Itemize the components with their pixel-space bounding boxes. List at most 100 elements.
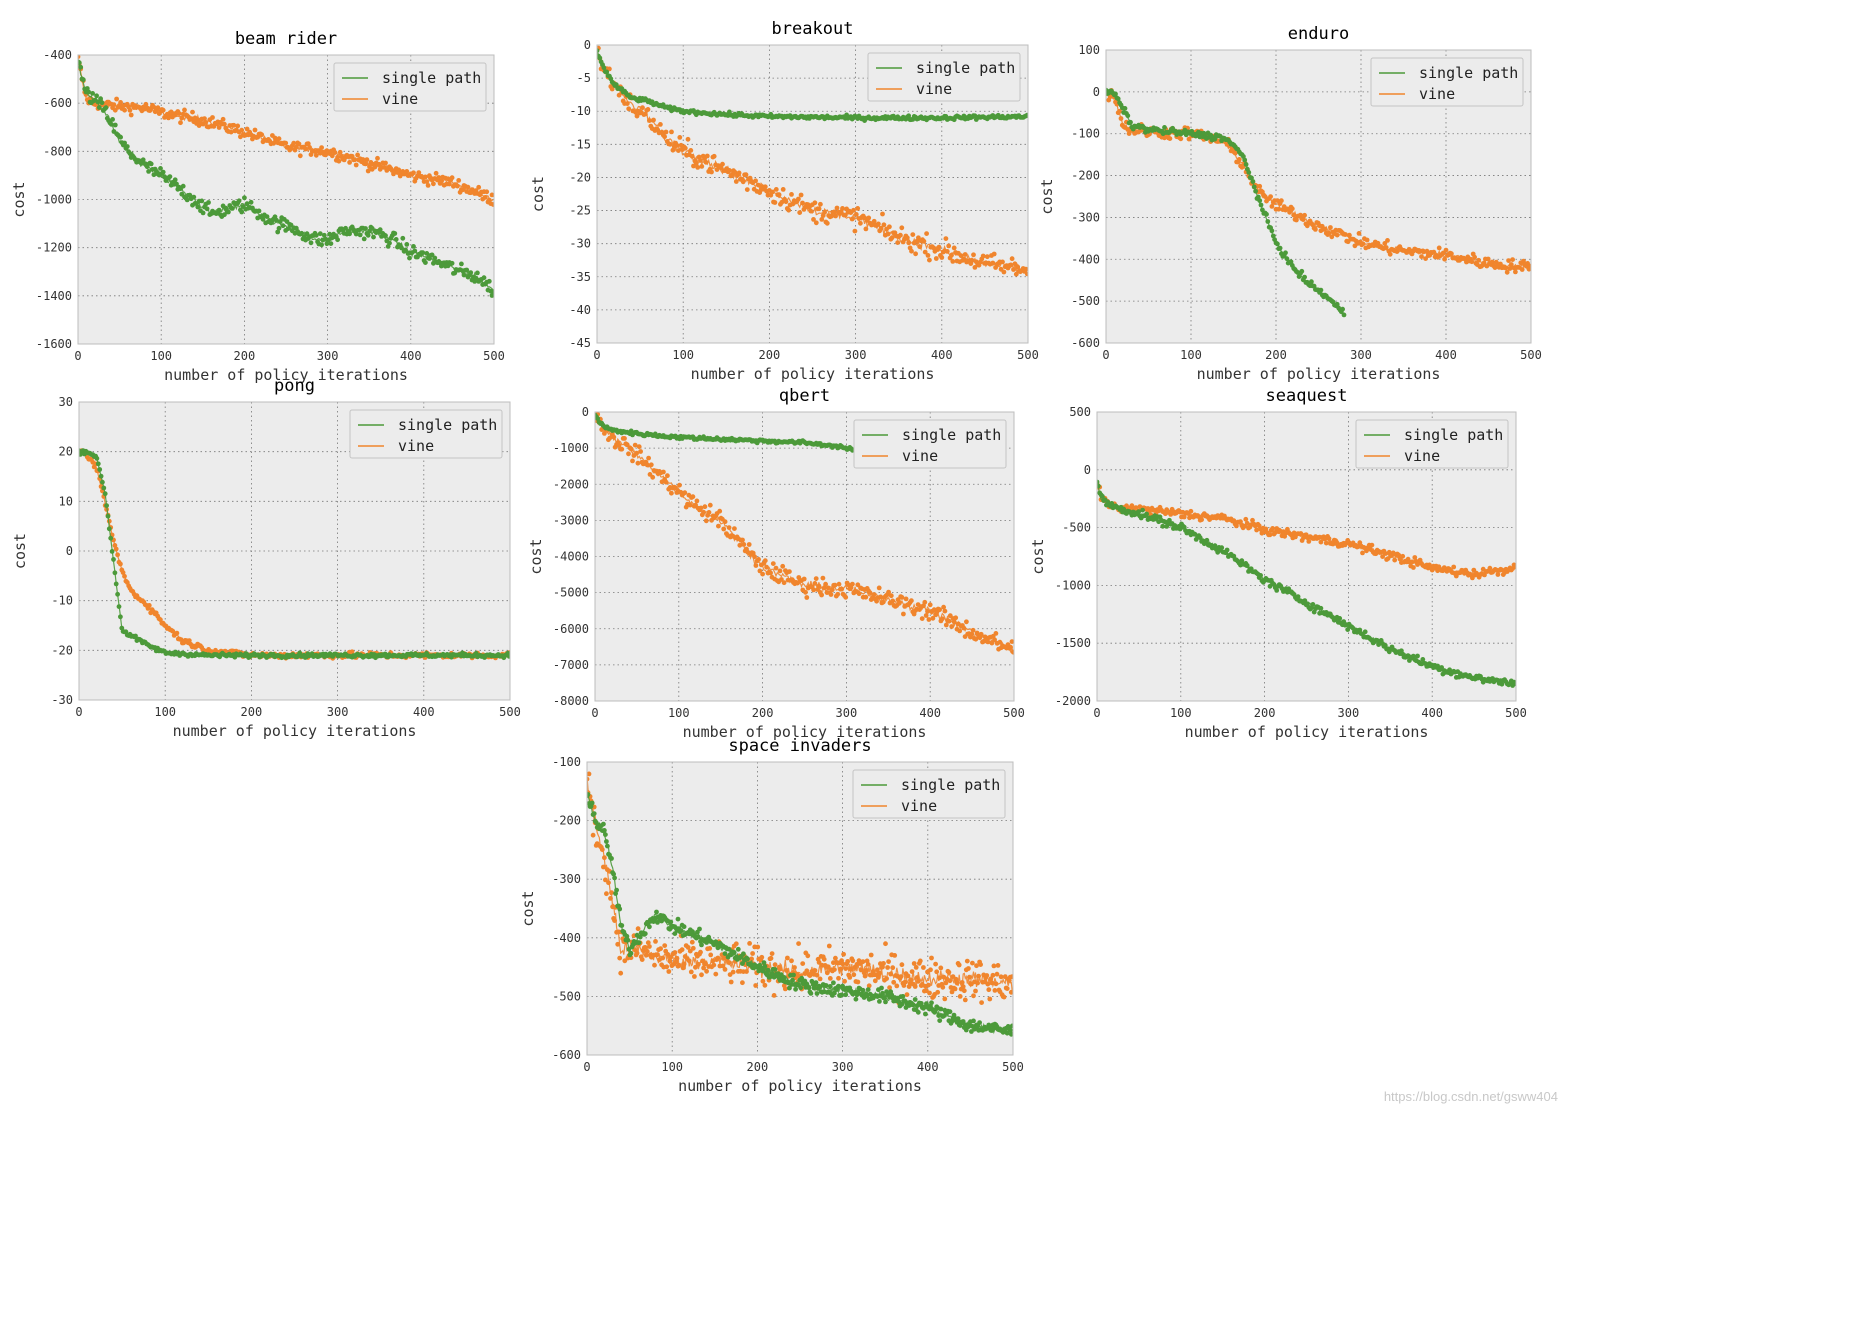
y-tick-label: -30 (51, 693, 73, 707)
x-tick-label: 400 (1435, 348, 1457, 362)
y-axis-label: cost (1038, 178, 1056, 214)
data-point-vine (332, 150, 338, 155)
data-point-vine (814, 972, 820, 978)
data-point-vine (975, 980, 980, 986)
data-point-vine (1129, 503, 1135, 509)
data-point-vine (1343, 232, 1348, 237)
data-point-single-path (1160, 523, 1166, 529)
x-tick-label: 500 (499, 705, 521, 719)
data-point-vine (111, 102, 117, 108)
data-point-vine (713, 971, 719, 977)
data-point-single-path (464, 267, 470, 273)
data-point-vine (967, 974, 972, 980)
data-point-single-path (325, 237, 331, 243)
data-point-vine (1449, 251, 1454, 257)
data-point-vine (203, 120, 209, 125)
data-point-vine (950, 974, 956, 979)
y-tick-label: -30 (569, 237, 591, 251)
data-point-single-path (429, 252, 435, 258)
data-point-vine (946, 618, 952, 624)
data-point-vine (1334, 232, 1340, 238)
data-point-vine (829, 587, 835, 593)
x-tick-label: 100 (154, 705, 176, 719)
data-point-vine (1356, 231, 1362, 236)
data-point-vine (966, 966, 971, 971)
y-tick-label: 0 (1084, 463, 1091, 477)
y-tick-label: -10 (569, 104, 591, 118)
data-point-vine (756, 557, 761, 562)
data-point-vine (897, 600, 902, 605)
data-point-vine (609, 890, 614, 895)
legend-box (852, 769, 1006, 819)
data-point-vine (753, 983, 759, 988)
plot-frame (77, 54, 495, 345)
data-point-single-path (1415, 653, 1420, 659)
data-point-vine (868, 952, 874, 958)
data-point-vine (969, 631, 975, 637)
x-tick-label: 0 (583, 1060, 590, 1074)
data-point-single-path (697, 926, 702, 932)
data-point-single-path (865, 987, 871, 992)
data-point-vine (626, 106, 632, 112)
data-point-vine (940, 984, 946, 990)
data-point-single-path (449, 260, 455, 266)
data-point-single-path (489, 293, 494, 298)
data-point-single-path (105, 513, 111, 519)
data-point-single-path (1277, 245, 1283, 251)
data-point-single-path (1024, 112, 1028, 118)
y-tick-label: 500 (1069, 405, 1091, 419)
data-point-vine (776, 192, 782, 198)
data-point-vine (1289, 206, 1295, 212)
data-point-single-path (1295, 594, 1301, 600)
data-point-vine (1469, 259, 1475, 265)
data-point-single-path (111, 557, 116, 562)
data-point-vine (465, 184, 471, 190)
data-point-vine (926, 982, 931, 988)
y-tick-label: -25 (569, 204, 591, 218)
data-point-single-path (678, 928, 684, 933)
data-point-vine (850, 581, 855, 587)
data-point-vine (847, 975, 853, 980)
data-point-single-path (86, 89, 91, 95)
data-point-vine (909, 969, 915, 974)
data-point-vine (943, 622, 949, 628)
chart-panel-space-invaders: 0 100 200 300 400 500-100-200-300-400-500-600… (519, 736, 1024, 1095)
data-point-single-path (1007, 1027, 1013, 1033)
data-point-single-path (589, 800, 595, 806)
data-point-single-path (363, 226, 368, 231)
data-point-vine (829, 213, 834, 219)
data-point-single-path (1270, 233, 1276, 239)
data-point-vine (762, 982, 768, 988)
data-point-vine (938, 965, 944, 971)
data-point-vine (856, 591, 862, 597)
data-point-vine (677, 135, 683, 140)
y-tick-label: 0 (66, 544, 73, 558)
data-point-vine (710, 958, 716, 964)
data-point-single-path (403, 247, 408, 253)
data-point-vine (811, 217, 816, 222)
data-point-vine (658, 122, 663, 127)
data-point-vine (182, 107, 187, 113)
data-point-vine (726, 525, 732, 530)
x-tick-label: 200 (752, 706, 774, 720)
data-point-vine (673, 485, 678, 491)
y-tick-label: -7000 (553, 658, 589, 672)
data-point-vine (780, 563, 786, 569)
data-point-single-path (675, 916, 681, 922)
y-axis-label: cost (519, 890, 537, 926)
y-tick-label: -35 (569, 270, 591, 284)
data-point-single-path (144, 164, 150, 170)
data-point-vine (832, 967, 837, 972)
data-point-vine (913, 251, 918, 257)
data-point-vine (821, 956, 827, 962)
data-point-vine (777, 966, 783, 972)
data-point-single-path (377, 227, 383, 233)
data-point-vine (690, 945, 696, 951)
data-point-vine (942, 608, 948, 614)
data-point-vine (1269, 204, 1275, 209)
data-point-single-path (769, 971, 775, 976)
data-point-single-path (244, 201, 250, 207)
data-point-single-path (187, 192, 193, 198)
data-point-vine (757, 568, 763, 574)
data-point-single-path (223, 205, 229, 211)
